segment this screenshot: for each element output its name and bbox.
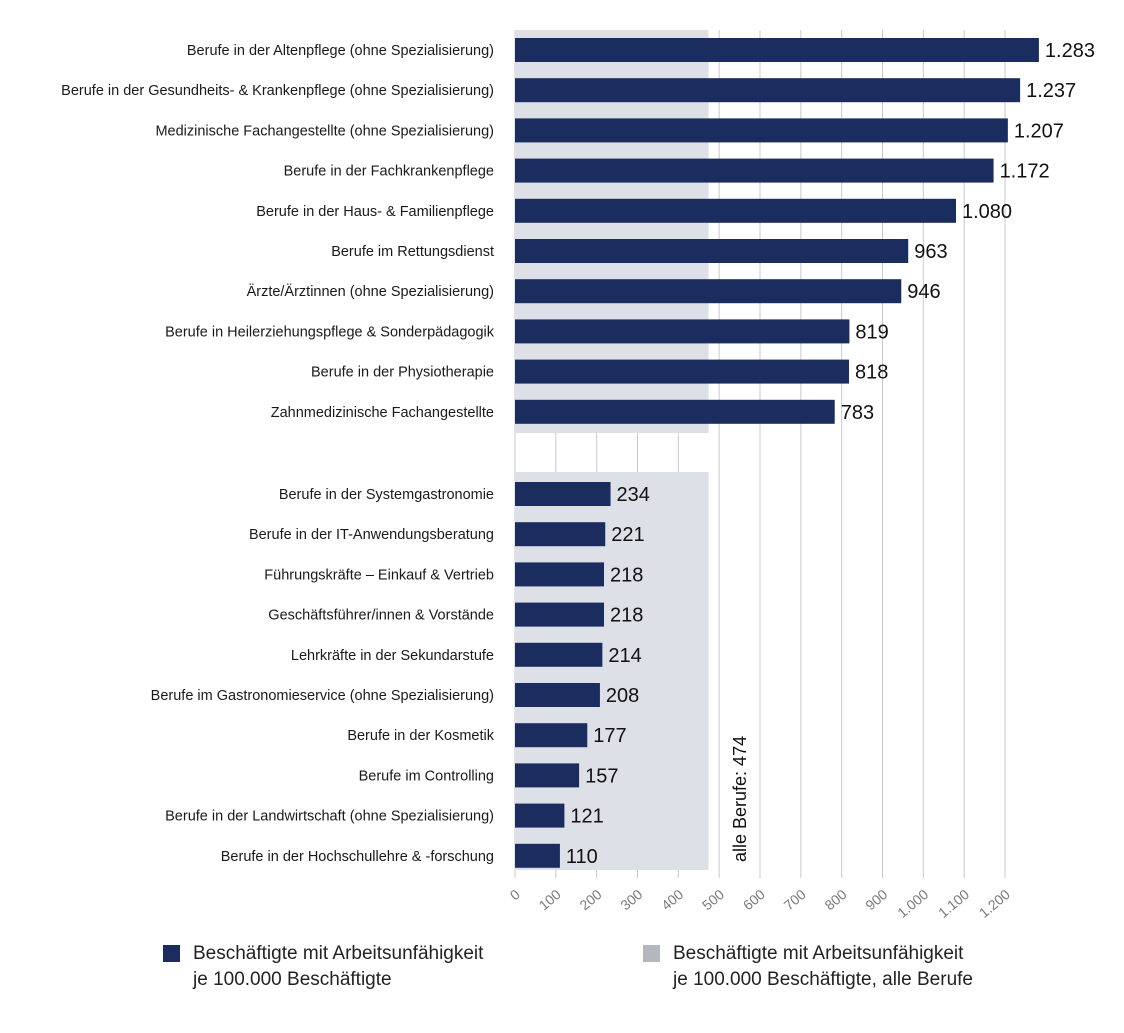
tick-label: 800 bbox=[821, 886, 849, 913]
data-label: 819 bbox=[855, 321, 888, 343]
data-label: 110 bbox=[566, 846, 598, 868]
category-label: Berufe in Heilerziehungspflege & Sonderp… bbox=[165, 324, 495, 340]
bar bbox=[515, 723, 588, 748]
tick-label: 400 bbox=[658, 886, 686, 913]
bar bbox=[515, 602, 605, 627]
category-label: Berufe in der Altenpflege (ohne Speziali… bbox=[187, 43, 494, 59]
bar bbox=[515, 158, 994, 183]
data-label: 946 bbox=[907, 281, 940, 303]
data-label: 1.080 bbox=[962, 201, 1012, 223]
legend-line: Beschäftigte mit Arbeitsunfähigkeit bbox=[673, 943, 964, 964]
category-label: Berufe in der Landwirtschaft (ohne Spezi… bbox=[165, 809, 494, 825]
tick-label: 200 bbox=[576, 886, 604, 913]
category-label: Berufe in der Gesundheits- & Krankenpfle… bbox=[61, 83, 494, 99]
reference-label: alle Berufe: 474 bbox=[730, 736, 750, 862]
data-label: 121 bbox=[570, 806, 603, 828]
bar bbox=[515, 763, 580, 788]
category-label: Medizinische Fachangestellte (ohne Spezi… bbox=[155, 123, 494, 139]
bar bbox=[515, 359, 850, 384]
bar bbox=[515, 803, 565, 828]
legend-line: je 100.000 Beschäftigte, alle Berufe bbox=[673, 969, 973, 990]
bar bbox=[515, 38, 1039, 62]
bar bbox=[515, 78, 1021, 103]
bar bbox=[515, 319, 850, 344]
tick-label: 1.000 bbox=[894, 886, 931, 921]
data-label: 818 bbox=[855, 362, 888, 384]
data-label: 963 bbox=[914, 241, 947, 263]
data-label: 783 bbox=[841, 402, 874, 424]
data-label: 208 bbox=[606, 685, 639, 707]
data-label: 214 bbox=[608, 645, 641, 667]
legend-line: Beschäftigte mit Arbeitsunfähigkeit bbox=[193, 943, 484, 964]
tick-label: 100 bbox=[536, 886, 564, 913]
bar bbox=[515, 642, 603, 667]
legend-swatch-occupation bbox=[163, 945, 180, 962]
data-label: 1.207 bbox=[1014, 120, 1064, 142]
bar bbox=[515, 239, 909, 263]
tick-label: 600 bbox=[740, 886, 768, 913]
bar bbox=[515, 279, 902, 304]
category-label: Berufe in der Fachkrankenpflege bbox=[284, 164, 494, 180]
category-label: Berufe im Controlling bbox=[359, 768, 494, 784]
tick-label: 700 bbox=[781, 886, 809, 913]
bar bbox=[515, 482, 611, 506]
category-label: Berufe in der Physiotherapie bbox=[311, 365, 494, 381]
bar bbox=[515, 118, 1008, 143]
data-label: 234 bbox=[617, 484, 650, 506]
category-label: Berufe in der Kosmetik bbox=[347, 728, 494, 744]
legend-line: je 100.000 Beschäftigte bbox=[193, 969, 392, 990]
bar bbox=[515, 683, 600, 707]
legend-label-all: Beschäftigte mit Arbeitsunfähigkeit je 1… bbox=[673, 941, 973, 993]
data-label: 218 bbox=[610, 564, 643, 586]
legend-swatch-all bbox=[643, 945, 660, 962]
bar-chart: alle Berufe: 474 1.283 Berufe in der Alten… bbox=[61, 30, 1095, 921]
category-label: Berufe im Gastronomieservice (ohne Spezi… bbox=[151, 688, 494, 704]
category-label: Zahnmedizinische Fachangestellte bbox=[271, 405, 494, 421]
data-label: 177 bbox=[593, 725, 626, 747]
data-label: 1.283 bbox=[1045, 40, 1095, 62]
category-label: Berufe im Rettungsdienst bbox=[331, 244, 494, 260]
category-label: Berufe in der Systemgastronomie bbox=[279, 487, 494, 503]
category-label: Führungskräfte – Einkauf & Vertrieb bbox=[264, 567, 494, 583]
tick-label: 500 bbox=[699, 886, 727, 913]
data-label: 157 bbox=[585, 765, 618, 787]
tick-label: 1.100 bbox=[935, 886, 972, 921]
category-label: Berufe in der IT-Anwendungsberatung bbox=[249, 527, 494, 543]
data-label: 1.172 bbox=[1000, 161, 1050, 183]
category-label: Ärzte/Ärztinnen (ohne Spezialisierung) bbox=[247, 283, 494, 300]
bar bbox=[515, 399, 835, 424]
legend-label-occupation: Beschäftigte mit Arbeitsunfähigkeit je 1… bbox=[193, 941, 483, 993]
tick-label: 300 bbox=[617, 886, 645, 913]
category-label: Geschäftsführer/innen & Vorstände bbox=[268, 608, 494, 624]
category-label: Berufe in der Hochschullehre & -forschun… bbox=[221, 849, 494, 865]
category-label: Lehrkräfte in der Sekundarstufe bbox=[291, 648, 494, 664]
bar bbox=[515, 843, 560, 868]
category-label: Berufe in der Haus- & Familienpflege bbox=[256, 204, 494, 220]
tick-label: 1.200 bbox=[976, 886, 1013, 921]
bar bbox=[515, 522, 606, 547]
data-label: 1.237 bbox=[1026, 80, 1076, 102]
bar bbox=[515, 198, 956, 223]
bar bbox=[515, 562, 605, 587]
tick-label: 0 bbox=[507, 886, 523, 903]
data-label: 221 bbox=[611, 524, 644, 546]
data-label: 218 bbox=[610, 605, 643, 627]
tick-label: 900 bbox=[862, 886, 890, 913]
